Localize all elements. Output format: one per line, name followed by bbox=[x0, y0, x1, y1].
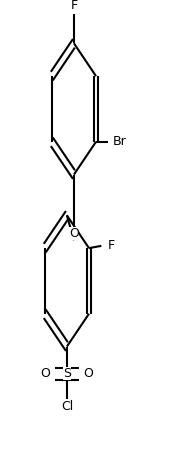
Text: O: O bbox=[69, 227, 79, 240]
Text: O: O bbox=[84, 367, 93, 380]
Text: F: F bbox=[107, 239, 115, 252]
Text: Cl: Cl bbox=[61, 400, 73, 413]
Text: Br: Br bbox=[113, 135, 127, 148]
Text: F: F bbox=[70, 0, 77, 12]
Text: S: S bbox=[63, 367, 71, 380]
Text: O: O bbox=[69, 227, 79, 240]
Text: O: O bbox=[40, 367, 50, 380]
